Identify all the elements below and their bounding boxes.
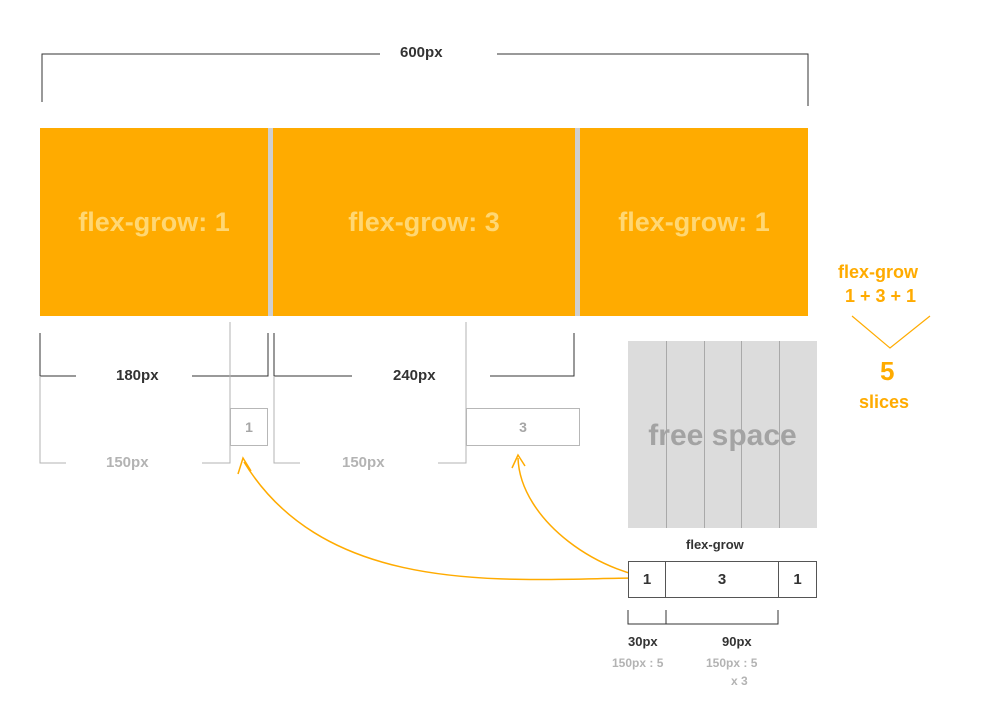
- bracket-600: [41, 53, 809, 106]
- flex-grow-cell-3: 3: [665, 561, 779, 598]
- flex-grow-bar: 1 3 1: [628, 561, 817, 598]
- sum-chevron: [851, 315, 931, 349]
- flex-item-1-label: flex-grow: 1: [78, 206, 230, 237]
- three-slice-width: 90px: [722, 634, 752, 649]
- item-2-base-width: 150px: [342, 454, 385, 471]
- total-width-label: 600px: [400, 44, 443, 61]
- slice-divider: [779, 341, 780, 528]
- flex-grow-cell-1b: 1: [778, 561, 817, 598]
- sum-title: flex-grow: [838, 262, 919, 282]
- item-1-final-width: 180px: [116, 367, 159, 384]
- one-slice-formula: 150px : 5: [612, 656, 664, 670]
- sum-expression: 1 + 3 + 1: [845, 286, 917, 306]
- slices-word: slices: [859, 392, 910, 412]
- item-2-final-width: 240px: [393, 367, 436, 384]
- slice-divider: [741, 341, 742, 528]
- flex-item-1: flex-grow: 1: [40, 128, 268, 316]
- slice-divider: [666, 341, 667, 528]
- three-slice-formula: 150px : 5: [706, 656, 758, 670]
- free-space-block: free space: [628, 341, 817, 528]
- item-2-grow-unit: 3: [466, 408, 580, 446]
- arrow-to-unit-1: [237, 456, 647, 581]
- three-slice-multiplier: x 3: [731, 674, 748, 688]
- bracket-150-b: [273, 322, 467, 464]
- item-1-grow-unit: 1: [230, 408, 268, 446]
- bracket-30-90: [627, 610, 779, 625]
- one-slice-width: 30px: [628, 634, 658, 649]
- flex-grow-bar-title: flex-grow: [686, 537, 744, 552]
- item-1-base-width: 150px: [106, 454, 149, 471]
- flex-item-2: flex-grow: 3: [273, 128, 575, 316]
- slice-divider: [704, 341, 705, 528]
- flex-item-3-label: flex-grow: 1: [618, 206, 770, 237]
- flex-grow-cell-1: 1: [628, 561, 666, 598]
- flex-item-separator: [268, 128, 273, 316]
- free-space-label: free space: [648, 419, 797, 452]
- flex-item-separator: [575, 128, 580, 316]
- flex-item-2-label: flex-grow: 3: [348, 206, 500, 237]
- bracket-150-a: [39, 322, 231, 464]
- slice-count: 5: [880, 356, 895, 386]
- flex-item-3: flex-grow: 1: [580, 128, 808, 316]
